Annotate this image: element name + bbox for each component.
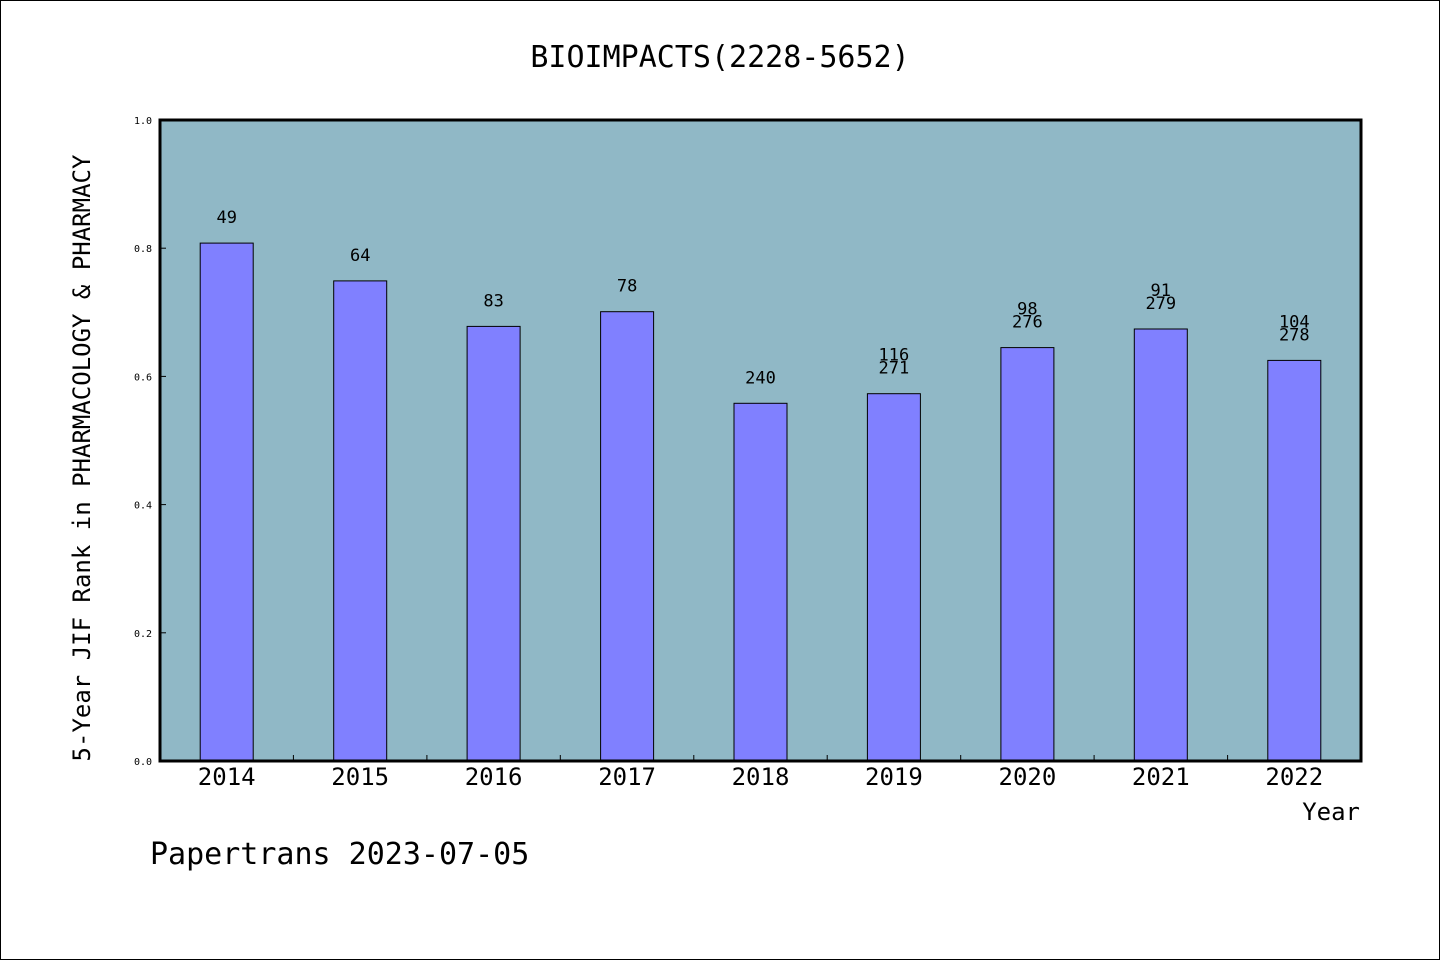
- bar-label-2021-1: 91: [1151, 281, 1171, 301]
- x-tick-label-2019: 2019: [865, 763, 923, 791]
- x-axis-label: Year: [1302, 798, 1360, 826]
- x-tick-label-2017: 2017: [598, 763, 656, 791]
- footer-credit: Papertrans 2023-07-05: [150, 837, 529, 872]
- y-tick-label-0.4: 0.4: [134, 501, 152, 512]
- bar-label-2020-1: 98: [1017, 300, 1037, 320]
- bar-label-2015: 64: [350, 246, 370, 266]
- y-tick-label-0.8: 0.8: [134, 244, 152, 255]
- x-tick-label-2020: 2020: [999, 763, 1057, 791]
- chart-title: BIOIMPACTS(2228-5652): [530, 40, 909, 75]
- bar-2014: [199, 242, 254, 762]
- bar-label-2022-2: 278: [1279, 325, 1310, 345]
- plot-border: [158, 118, 1363, 763]
- x-tick-label-2014: 2014: [198, 763, 256, 791]
- x-tick-label-2016: 2016: [465, 763, 523, 791]
- bar-label-2019-1: 116: [879, 346, 910, 366]
- bar-2019: [866, 393, 921, 762]
- bar-2015: [333, 280, 388, 762]
- x-tick-label-2018: 2018: [732, 763, 790, 791]
- y-tick-label-1.0: 1.0: [134, 116, 152, 127]
- y-tick-label-0.0: 0.0: [134, 757, 152, 768]
- bar-label-2020-2: 276: [1012, 313, 1043, 333]
- bar-label-2017: 78: [617, 277, 637, 297]
- bar-label-2021-2: 279: [1145, 294, 1176, 314]
- bar-2020: [1000, 347, 1055, 762]
- bar-label-2014: 49: [216, 208, 236, 228]
- bar-label-2022-1: 104: [1279, 312, 1310, 332]
- x-tick-label-2021: 2021: [1132, 763, 1190, 791]
- bar-2017: [600, 311, 655, 762]
- bar-2021: [1133, 328, 1188, 762]
- bar-2016: [466, 325, 521, 762]
- y-tick-label-0.2: 0.2: [134, 629, 152, 640]
- bars: [199, 242, 1322, 762]
- bar-label-2019-2: 271: [879, 359, 910, 379]
- y-tick-label-0.6: 0.6: [134, 372, 152, 383]
- x-axis-ticks: 2014 2015 2016 2017 2018 2019 2020 2021 2022: [198, 755, 1323, 791]
- bar-2018: [733, 402, 788, 762]
- bar-2022: [1267, 359, 1322, 762]
- bar-label-2018: 240: [745, 368, 776, 388]
- x-tick-label-2015: 2015: [331, 763, 389, 791]
- x-tick-label-2022: 2022: [1265, 763, 1323, 791]
- bar-label-2016: 83: [483, 291, 503, 311]
- y-axis-label: 5-Year JIF Rank in PHARMACOLOGY & PHARMA…: [68, 154, 96, 761]
